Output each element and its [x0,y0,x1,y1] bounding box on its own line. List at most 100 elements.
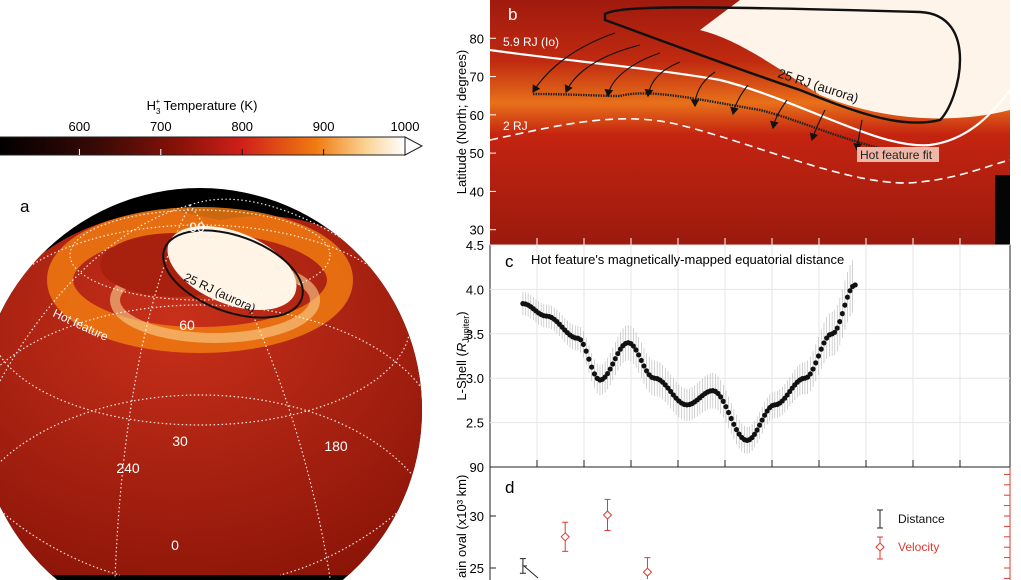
colorbar-tick-label: 800 [231,119,253,134]
panel-b-ytick: 80 [470,31,484,46]
2rj-label: 2 RJ [503,119,528,133]
data-point [578,337,584,343]
data-point [610,361,616,367]
data-point [641,363,647,369]
data-point [638,357,644,364]
panel-d-ytick: 90 [470,460,484,475]
data-point [586,356,592,362]
data-point [815,353,822,359]
panel-b-ytick: 40 [470,184,484,199]
panel-c-ytick: 3.5 [466,327,484,342]
legend: Distance Velocity [875,509,945,560]
data-point [842,302,848,308]
data-point [844,294,851,300]
data-point [762,412,768,418]
aurora-oval-outline [162,229,304,319]
data-point [752,431,758,437]
data-point [630,343,637,349]
lat-label-90: 90 [189,219,205,235]
data-point [847,288,853,294]
lat-label-60: 60 [179,317,195,333]
panel-d-ytick: 30 [470,509,484,524]
data-point [612,356,618,362]
legend-velocity: Velocity [898,540,939,554]
lon-label-240: 240 [116,460,140,476]
panel-c: c Hot feature's magnetically-mapped equa… [454,238,1011,468]
data-point [723,404,729,410]
data-point [607,366,613,372]
colorbar-extend-arrow [404,136,424,156]
velocity-point [642,567,653,577]
lat-label-0: 0 [171,537,179,553]
colorbar-tick-label: 600 [69,119,91,134]
panel-c-ytick: 2.5 [466,416,484,431]
hot-feature-fit-label: Hot feature fit [860,148,933,162]
data-point [636,352,642,358]
colorbar: H3+ Temperature (K) 600 700 800 900 1000 [0,97,424,156]
data-point [832,329,838,335]
data-point [633,347,639,353]
io-label: 5.9 RJ (Io) [503,35,559,49]
panel-a-label: a [20,197,30,216]
data-point [807,371,813,377]
data-point [821,340,827,346]
colorbar-gradient [0,136,406,156]
panel-c-label: c [505,252,514,271]
2rj-line [489,117,1011,184]
data-point [605,370,611,377]
data-point [834,325,840,331]
data-point [759,417,765,423]
panel-b-ylabel: Latitude (North; degrees) [454,50,469,195]
data-point [720,398,726,404]
aurora-bright-region [700,0,1010,119]
panel-c-ytick: 4.0 [466,282,484,297]
panel-b-ytick: 60 [470,108,484,123]
panel-c-ytick: 4.5 [466,238,484,253]
panel-d: d ain oval (x10³ km) 90 30 25 Distance Vel… [454,460,1011,580]
data-point [728,415,734,422]
panel-b-label: b [508,5,517,24]
legend-distance: Distance [898,512,945,526]
colorbar-tick-label: 900 [313,119,335,134]
data-point [837,318,843,325]
data-point [726,409,732,416]
lon-label-180: 180 [324,438,348,454]
data-point [757,422,763,428]
panel-b-ytick: 50 [470,146,484,161]
data-point [591,371,598,377]
data-point [818,346,824,352]
panel-a: a 90 60 30 0 240 180 H [0,188,423,580]
legend-velocity-marker [875,542,885,552]
panel-b: b 5.9 RJ (Io) 2 RJ 25 RJ (aurora) Hot fe… [454,0,1011,245]
panel-b-ytick: 70 [470,70,484,85]
aurora-mapped-oval [603,6,962,124]
velocity-point [602,510,613,520]
panel-c-ylabel: L-Shell (RJupiter) [454,311,471,400]
data-point [615,350,621,357]
panel-c-title: Hot feature's magnetically-mapped equato… [531,252,844,267]
data-point [733,427,740,433]
data-point [731,421,737,427]
data-point [810,366,816,372]
lat-label-30: 30 [172,433,188,449]
data-point [754,427,760,433]
panel-b-ytick: 30 [470,223,484,238]
colorbar-title: H3+ Temperature (K) [147,97,258,116]
velocity-point [560,532,570,542]
panel-d-label: d [505,478,514,497]
colorbar-tick-label: 700 [150,119,172,134]
data-point [839,311,845,317]
data-point [583,348,589,354]
panel-d-ytick: 25 [470,561,484,576]
panel-d-ylabel: ain oval (x10³ km) [454,475,469,578]
io-footprint-line [489,48,1011,147]
colorbar-tick-label: 1000 [391,119,420,134]
data-point [589,364,595,370]
data-point [813,360,819,366]
data-point [644,368,650,374]
panel-c-ytick: 3.0 [466,371,484,386]
data-point [580,341,587,347]
data-point [852,282,858,288]
data-point [718,394,724,400]
